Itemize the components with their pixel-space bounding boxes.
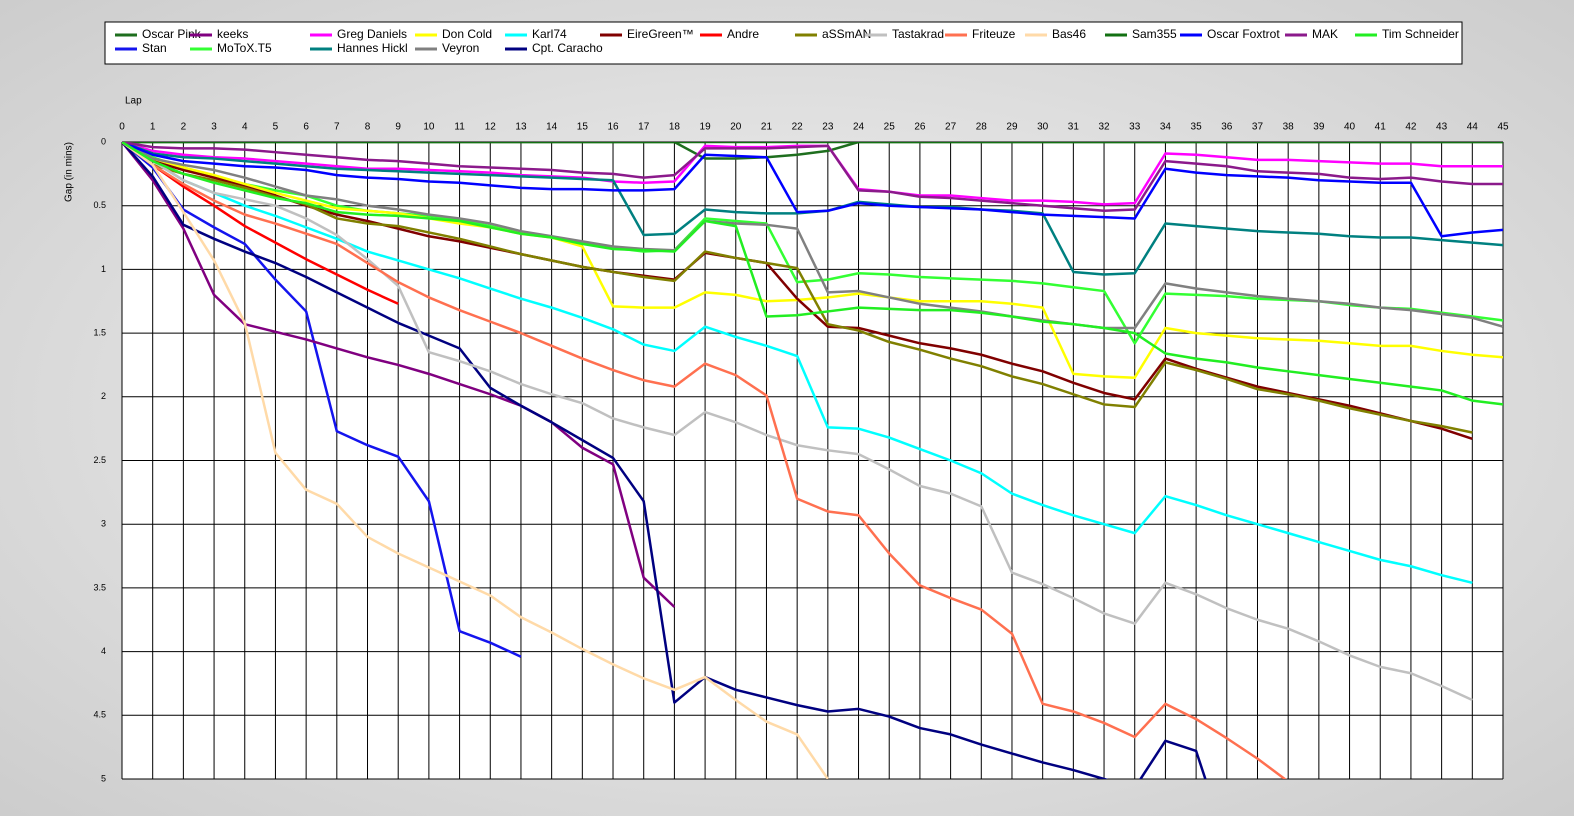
legend-label: Bas46 — [1052, 27, 1086, 41]
x-tick-label: 37 — [1252, 122, 1264, 133]
lines — [122, 142, 1503, 779]
x-tick-label: 20 — [730, 122, 742, 133]
x-tick-label: 3 — [211, 122, 217, 133]
y-axis-label: Gap (in mins) — [64, 142, 75, 202]
legend-label: Andre — [727, 27, 759, 41]
y-tick-label: 2 — [101, 391, 106, 401]
x-tick-label: 44 — [1467, 122, 1479, 133]
legend-box — [104, 21, 1463, 65]
x-tick-label: 30 — [1037, 122, 1049, 133]
series-line — [122, 142, 1473, 702]
series-line — [122, 142, 1207, 779]
x-tick-label: 16 — [607, 122, 619, 133]
x-tick-label: 22 — [792, 122, 804, 133]
x-tick-label: 42 — [1405, 122, 1417, 133]
series-line — [122, 142, 1503, 160]
x-tick-label: 33 — [1129, 122, 1141, 133]
x-tick-label: 25 — [884, 122, 896, 133]
series-line — [122, 142, 522, 658]
series-line — [122, 142, 1503, 330]
x-tick-label: 26 — [914, 122, 926, 133]
x-tick-label: 24 — [853, 122, 865, 133]
legend-label: Sam355 — [1132, 27, 1177, 41]
legend-label: Veyron — [442, 41, 479, 55]
legend-label: Oscar Pink — [142, 27, 202, 41]
y-tick-label: 2.5 — [93, 455, 106, 465]
x-tick-label: 41 — [1375, 122, 1387, 133]
legend-label: keeks — [217, 27, 248, 41]
y-tick-label: 0.5 — [93, 200, 106, 210]
series-line — [122, 142, 1503, 345]
x-tick-label: 36 — [1221, 122, 1233, 133]
x-tick-label: 23 — [822, 122, 834, 133]
x-tick-label: 21 — [761, 122, 773, 133]
x-tick-label: 32 — [1098, 122, 1110, 133]
x-tick-label: 4 — [242, 122, 248, 133]
series-line — [122, 142, 1503, 238]
x-tick-label: 1 — [150, 122, 156, 133]
legend-label: Stan — [142, 41, 167, 55]
x-tick-label: 31 — [1068, 122, 1080, 133]
x-tick-label: 29 — [1006, 122, 1018, 133]
x-tick-label: 11 — [454, 122, 465, 133]
y-tick-label: 3.5 — [93, 582, 106, 592]
x-tick-label: 7 — [334, 122, 340, 133]
y-tick-label: 5 — [101, 773, 106, 783]
x-tick-label: 19 — [700, 122, 712, 133]
series-line — [122, 142, 1503, 213]
y-tick-label: 4.5 — [93, 710, 106, 720]
legend-label: Don Cold — [442, 27, 492, 41]
series-line — [122, 142, 1503, 406]
series-line — [122, 142, 1287, 779]
x-tick-label: 28 — [976, 122, 988, 133]
x-tick-label: 18 — [669, 122, 681, 133]
legend-label: EireGreen™ — [627, 27, 694, 41]
x-tick-label: 14 — [546, 122, 558, 133]
x-tick-label: 40 — [1344, 122, 1356, 133]
y-tick-label: 0 — [101, 136, 106, 146]
legend-label: Karl74 — [532, 27, 567, 41]
x-tick-label: 43 — [1436, 122, 1448, 133]
legend-label: Friteuze — [972, 27, 1016, 41]
x-tick-label: 45 — [1497, 122, 1509, 133]
legend-label: MoToX.T5 — [217, 41, 272, 55]
x-tick-label: 9 — [395, 122, 401, 133]
x-tick-label: 8 — [365, 122, 371, 133]
legend-label: Oscar Foxtrot — [1207, 27, 1280, 41]
legend-label: Tastakrad — [892, 27, 944, 41]
x-tick-label: 17 — [638, 122, 650, 133]
legend-label: Greg Daniels — [337, 27, 407, 41]
x-tick-label: 39 — [1313, 122, 1325, 133]
legend-label: aSSmAN — [822, 27, 871, 41]
x-tick-label: 15 — [577, 122, 589, 133]
series-line — [122, 142, 1473, 434]
series-line — [122, 142, 1473, 441]
legend-label: Tim Schneider — [1382, 27, 1459, 41]
x-tick-label: 6 — [303, 122, 309, 133]
y-tick-label: 3 — [101, 519, 106, 529]
legend-label: Hannes Hickl — [337, 41, 408, 55]
x-tick-label: 10 — [423, 122, 435, 133]
x-tick-label: 5 — [273, 122, 279, 133]
legend-label: Cpt. Caracho — [532, 41, 603, 55]
x-axis-label: Lap — [125, 96, 142, 107]
y-tick-label: 4 — [101, 646, 106, 656]
y-tick-label: 1.5 — [93, 327, 106, 337]
x-tick-label: 27 — [945, 122, 957, 133]
x-tick-label: 12 — [485, 122, 497, 133]
legend-label: MAK — [1312, 27, 1338, 41]
x-tick-label: 35 — [1191, 122, 1203, 133]
series-line — [122, 142, 829, 779]
x-tick-label: 2 — [181, 122, 187, 133]
y-tick-label: 1 — [101, 264, 106, 274]
x-tick-label: 0 — [119, 122, 125, 133]
x-tick-label: 34 — [1160, 122, 1172, 133]
x-tick-label: 38 — [1283, 122, 1295, 133]
series-line — [122, 142, 676, 608]
x-tick-label: 13 — [515, 122, 527, 133]
